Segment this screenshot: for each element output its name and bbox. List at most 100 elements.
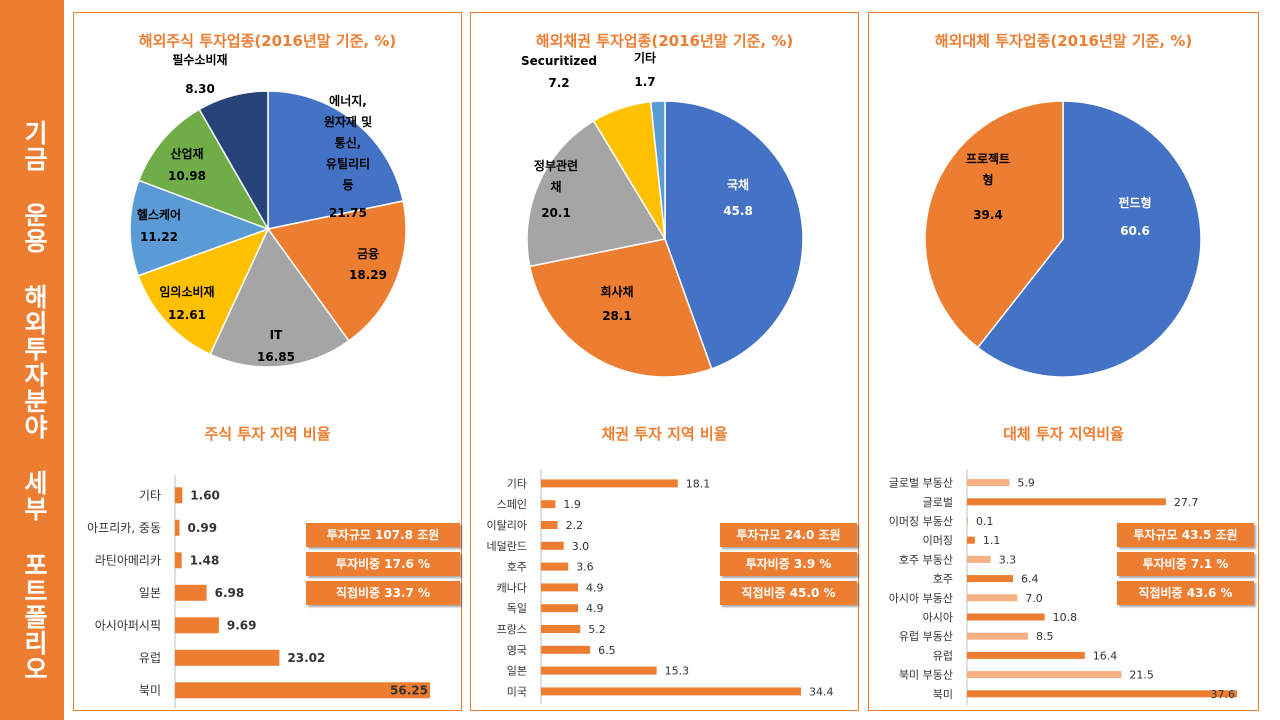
sidebar: 기금 운용 해외투자분야 세부 포트폴리오 [0,0,64,720]
alternative-pie-label-프로젝트형: 프로젝트 형 [966,151,1010,187]
alternative-pie-value-프로젝트형: 39.4 [973,208,1003,222]
alternative-bar-value-이머징-부동산: 0.1 [976,515,994,528]
equity-pie-value-it: 16.85 [257,350,295,364]
equity-pie-value-에너지-원자재-및-통신-유틸리티-등: 21.75 [329,206,367,220]
equity-pie-value-금융: 18.29 [349,268,387,282]
alternative-bar-호주 [967,575,1013,583]
alternative-bar-value-유럽-부동산: 8.5 [1036,630,1054,643]
alternative-bar-북미 [967,690,1237,698]
bond-bar-영국 [541,645,591,654]
equity-bar-value-기타: 1.60 [190,488,220,502]
alternative-bar-value-글로벌-부동산: 5.9 [1017,477,1035,490]
alternative-bar-유럽-부동산 [967,632,1028,640]
equity-pie-label-에너지-원자재-및-통신-유틸리티-등: 에너지, 원자재 및 통신, 유틸리티 등 [324,93,372,192]
equity-bar-category-북미: 북미 [139,683,161,697]
alternative-panel: 해외대체 투자업종(2016년말 기준, %) 펀드형 60.6 프로젝트 형 39.4… [868,12,1259,711]
alternative-bar-호주-부동산 [967,555,991,563]
equity-bar-라틴아메리카 [175,552,182,569]
alternative-bar-북미-부동산 [967,671,1122,679]
alternative-bar-value-호주: 6.4 [1021,573,1039,586]
equity-pie-title: 해외주식 투자업종(2016년말 기준, %) [138,32,397,50]
equity-bar-value-라틴아메리카: 1.48 [190,553,220,567]
alternative-bar-category-이머징-부동산: 이머징 부동산 [889,515,953,528]
alternative-size-badge: 투자규모 43.5 조원 [1117,523,1254,547]
equity-pie-slice-임의소비재 [137,227,270,356]
bond-bar-value-영국: 6.5 [598,644,616,657]
alternative-direct-badge: 직접비중 43.6 % [1117,581,1254,605]
bond-panel: 해외채권 투자업종(2016년말 기준, %) 국채 45.8 회사채 28.1 정부관… [470,12,859,711]
alternative-bar-category-글로벌-부동산: 글로벌 부동산 [889,477,953,490]
equity-panel: 해외주식 투자업종(2016년말 기준, %) 에너지, 원자재 및 통신, 유틸리티… [73,12,462,711]
alternative-bar-value-아시아-부동산: 7.0 [1025,592,1043,605]
equity-pie-slice-산업재 [137,108,270,231]
bond-bar-프랑스 [541,625,581,633]
bond-bar-value-미국: 34.4 [809,685,834,698]
bond-bar-value-스페인: 1.9 [563,498,581,511]
equity-bar-value-아시아퍼시픽: 9.69 [227,618,257,632]
bond-pie-label-기타: 기타 [634,50,656,65]
sidebar-title: 기금 운용 해외투자분야 세부 포트폴리오 [20,120,49,682]
alternative-bar-category-글로벌: 글로벌 [923,496,953,509]
alternative-bar-글로벌 [967,498,1166,506]
equity-pie-value-임의소비재: 12.61 [168,308,206,322]
alternative-pie-title: 해외대체 투자업종(2016년말 기준, %) [934,32,1193,50]
alternative-bar-아시아-부동산 [967,594,1018,602]
equity-bar-아프리카-중동 [175,519,180,536]
bond-pie-label-securitized: Securitized [521,54,597,68]
bond-bar-category-일본: 일본 [507,664,527,678]
bond-bar-category-영국: 영국 [507,644,527,657]
bond-bar-네덜란드 [541,541,564,550]
equity-bar-value-일본: 6.98 [215,586,245,600]
bond-bar-value-독일: 4.9 [586,602,604,615]
alternative-bar-value-유럽: 16.4 [1093,649,1118,662]
equity-bar-category-일본: 일본 [139,586,161,600]
equity-bar-value-유럽: 23.02 [287,651,325,665]
alternative-bar-value-북미: 37.6 [1211,688,1236,701]
bond-pie-label-정부관련채: 정부관련 채 [534,158,578,194]
equity-sector-pie-chart: 에너지, 원자재 및 통신, 유틸리티 등 21.75 금융 18.29 IT 16.85 임의소비… [129,52,407,368]
bond-bar-category-네덜란드: 네덜란드 [487,540,527,553]
bond-bar-value-캐나다: 4.9 [586,581,604,594]
alternative-bar-title: 대체 투자 지역비율 [1003,425,1124,443]
bond-pie-slice-정부관련채 [526,119,667,268]
equity-bar-title: 주식 투자 지역 비율 [204,425,331,443]
bond-bar-value-이탈리아: 2.2 [566,519,584,532]
equity-bar-category-아프리카-중동: 아프리카, 중동 [87,521,161,535]
equity-pie-slice-에너지-원자재-및-통신-유틸리티-등 [267,90,405,230]
bond-bar-독일 [541,604,578,613]
alternative-bar-아시아 [967,613,1045,621]
bond-bar-category-미국: 미국 [507,685,527,698]
bond-pie-value-회사채: 28.1 [602,309,632,323]
alternative-bar-category-아시아: 아시아 [923,611,953,624]
alternative-bar-value-호주-부동산: 3.3 [999,553,1017,566]
bond-sector-pie-chart: 국채 45.8 회사채 28.1 정부관련 채 20.1 Securitized 7.2 기타 1.… [521,50,804,378]
alternative-bar-이머징-부동산 [967,517,968,525]
alternative-bar-category-북미-부동산: 북미 부동산 [899,669,953,682]
bond-pie-label-회사채: 회사채 [600,284,633,299]
equity-pie-value-필수소비재: 8.30 [185,82,215,96]
equity-pie-value-헬스케어: 11.22 [140,230,178,244]
bond-pie-slice-회사채 [528,238,713,378]
equity-bar-category-라틴아메리카: 라틴아메리카 [95,553,161,567]
alternative-weight-badge: 투자비중 7.1 % [1117,552,1254,576]
equity-pie-slice-필수소비재 [198,90,269,232]
equity-bar-기타 [175,487,183,504]
bond-bar-미국 [541,687,801,696]
alternative-bar-category-이머징: 이머징 [923,534,953,547]
bond-bar-category-캐나다: 캐나다 [497,581,527,594]
alternative-bar-category-유럽: 유럽 [933,648,953,662]
bond-bar-기타 [541,479,678,488]
equity-pie-slice-헬스케어 [129,179,271,277]
bond-bar-category-스페인: 스페인 [497,498,527,511]
equity-pie-label-산업재: 산업재 [170,146,203,161]
bond-bar-value-호주: 3.6 [576,561,594,574]
equity-pie-slice-금융 [266,200,407,342]
alternative-bar-글로벌-부동산 [967,479,1010,487]
bond-size-badge: 투자규모 24.0 조원 [720,523,857,547]
bond-bar-category-독일: 독일 [507,601,527,615]
equity-pie-label-헬스케어: 헬스케어 [137,207,181,222]
equity-bar-유럽 [175,649,280,666]
bond-bar-value-네덜란드: 3.0 [572,540,590,553]
alternative-bar-value-이머징: 1.1 [983,534,1001,547]
equity-bar-category-아시아퍼시픽: 아시아퍼시픽 [95,618,161,632]
